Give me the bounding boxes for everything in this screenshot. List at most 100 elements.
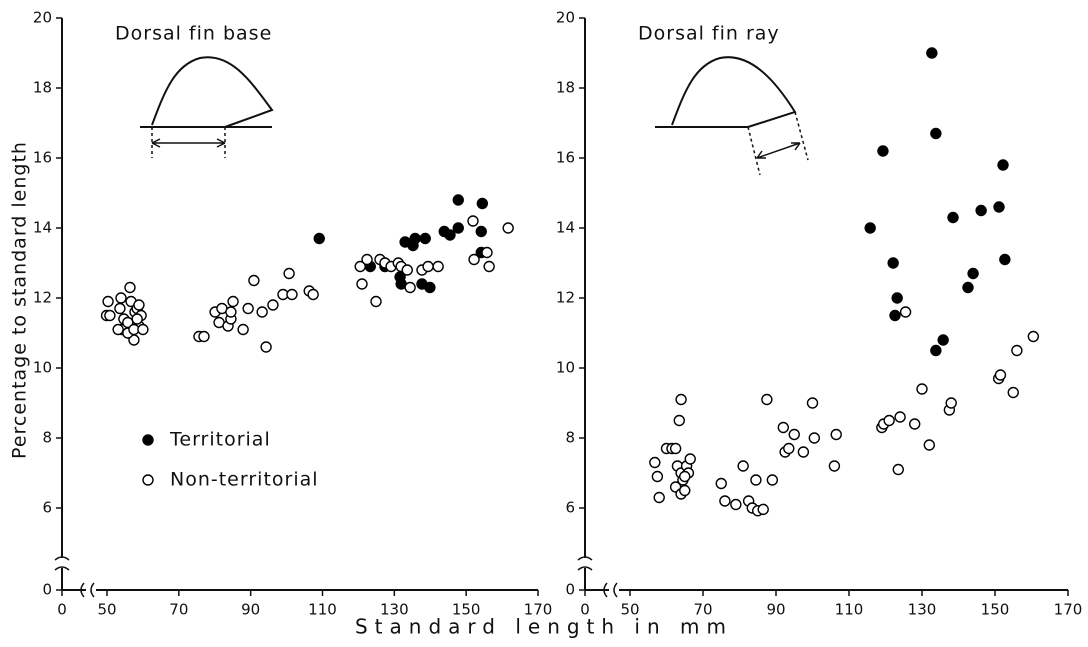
data-point — [947, 211, 959, 224]
data-point — [467, 215, 479, 227]
data-point — [894, 411, 906, 423]
data-point — [828, 460, 841, 472]
y-axis-label: Percentage to standard length — [9, 141, 31, 459]
data-point — [237, 323, 249, 336]
x-tick-label: 170 — [524, 601, 553, 619]
data-point — [930, 127, 942, 140]
y-tick-label: 8 — [42, 429, 52, 447]
x-tick-label: 170 — [1054, 601, 1083, 619]
data-point — [889, 309, 901, 322]
data-point — [766, 474, 779, 486]
data-point — [112, 323, 124, 336]
data-point — [808, 432, 821, 444]
data-point — [483, 260, 495, 273]
data-point — [422, 260, 434, 273]
data-point — [468, 253, 480, 266]
data-point — [649, 456, 661, 469]
data-point — [806, 397, 819, 409]
data-point — [256, 306, 268, 318]
y-tick-label: 6 — [565, 499, 575, 517]
legend-label: Territorial — [169, 429, 271, 451]
data-point — [783, 442, 795, 455]
axis-break — [54, 556, 70, 571]
data-point — [891, 292, 903, 304]
chart-title: Dorsal fin base — [115, 23, 272, 45]
data-point — [909, 418, 921, 430]
data-point — [370, 295, 382, 308]
x-tick-label: 110 — [308, 601, 337, 619]
data-point — [651, 470, 664, 483]
y-tick-label: 8 — [565, 429, 575, 447]
data-point — [877, 145, 889, 157]
data-point — [653, 491, 665, 504]
data-point — [945, 397, 957, 409]
chart-title: Dorsal fin ray — [638, 23, 780, 45]
data-point — [864, 222, 876, 234]
data-point — [761, 393, 773, 406]
x-tick-label: 110 — [835, 601, 864, 619]
x-tick-label: 0 — [57, 601, 67, 619]
data-point — [719, 495, 731, 507]
data-point — [993, 201, 1005, 213]
y-tick-label: 20 — [556, 9, 575, 27]
data-point — [307, 288, 319, 301]
data-point — [883, 414, 895, 427]
axis-break — [577, 556, 593, 571]
data-point — [730, 498, 742, 511]
data-point — [356, 278, 368, 290]
data-point — [476, 197, 489, 210]
data-point — [684, 453, 696, 465]
y-tick-label: 20 — [33, 9, 52, 27]
data-point — [737, 460, 749, 472]
axis-break — [603, 582, 618, 598]
data-point — [475, 225, 487, 238]
x-tick-label: 150 — [452, 601, 481, 619]
data-point — [124, 281, 136, 294]
x-tick-label: 130 — [908, 601, 937, 619]
data-point — [715, 477, 727, 490]
x-tick-label: 0 — [580, 601, 590, 619]
data-point — [892, 463, 904, 476]
data-point — [679, 484, 691, 497]
data-point — [267, 299, 279, 311]
data-point — [227, 295, 239, 308]
data-point — [999, 253, 1011, 266]
y-tick-label: 18 — [33, 79, 52, 97]
data-point — [424, 281, 436, 294]
data-point — [401, 264, 413, 276]
data-point — [994, 369, 1007, 381]
data-point — [673, 414, 685, 427]
y-tick-label: 12 — [33, 289, 52, 307]
data-point — [923, 439, 935, 451]
data-point — [242, 302, 254, 315]
data-point — [452, 222, 464, 234]
y-tick-label: 16 — [33, 149, 52, 167]
x-tick-label: 150 — [981, 601, 1010, 619]
data-point — [104, 309, 116, 322]
y-tick-label: 6 — [42, 499, 52, 517]
data-point — [444, 229, 456, 241]
data-point — [260, 341, 272, 353]
y-tick-label: 12 — [556, 289, 575, 307]
data-point — [481, 246, 493, 259]
data-point — [997, 159, 1009, 171]
data-point — [962, 281, 974, 294]
data-point — [975, 204, 987, 217]
data-point — [248, 274, 260, 287]
data-point — [916, 383, 928, 395]
data-point — [899, 306, 912, 318]
x-tick-label: 50 — [97, 601, 116, 619]
data-point — [788, 428, 800, 441]
data-point — [777, 421, 789, 434]
data-point — [114, 302, 126, 315]
data-point — [432, 260, 444, 273]
data-point — [967, 267, 979, 280]
data-point — [286, 288, 298, 301]
data-point — [313, 232, 325, 245]
data-point — [361, 253, 373, 266]
data-point — [502, 222, 514, 234]
data-point — [354, 260, 366, 273]
data-point — [797, 446, 810, 458]
data-point — [133, 299, 145, 311]
